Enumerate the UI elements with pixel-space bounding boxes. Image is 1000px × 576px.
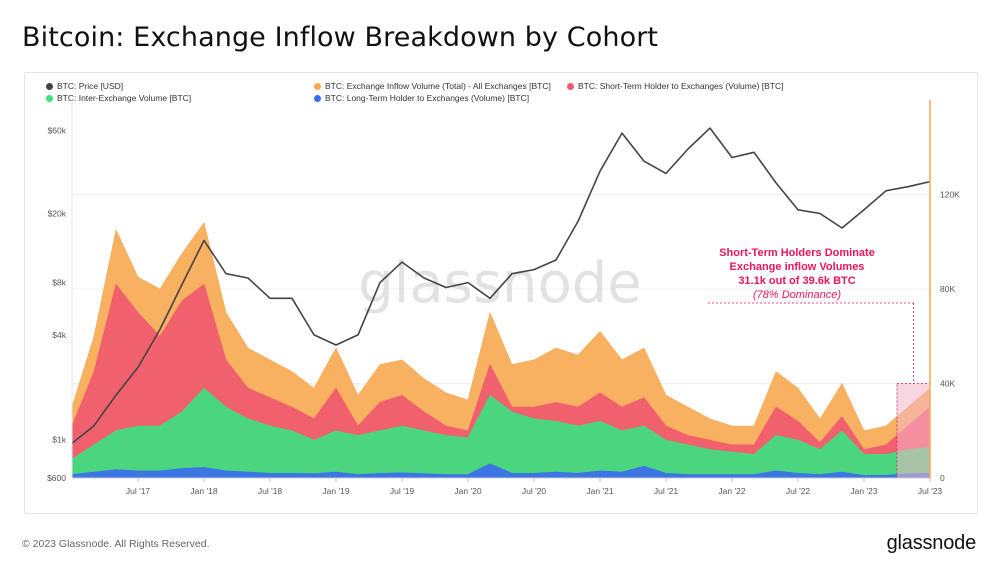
annotation-line-4: (78% Dominance) <box>753 289 841 301</box>
area-long-term-holder <box>71 463 931 479</box>
axis-layer: 0 40K 80K 120K $600 $1k $4k $8k $20k $60k Jul '17 J… <box>47 100 960 496</box>
legend-item-total[interactable]: BTC: Exchange Inflow Volume (Total) - Al… <box>314 81 551 91</box>
y-left-tick-label: $8k <box>52 278 66 288</box>
area-layer <box>71 222 931 479</box>
x-tick-label: Jul '19 <box>390 486 415 496</box>
area-inter-exchange <box>71 387 931 479</box>
price-layer <box>71 127 931 444</box>
copyright: © 2023 Glassnode. All Rights Reserved. <box>22 538 210 550</box>
x-tick-label: Jul '23 <box>918 486 943 496</box>
annotation-line-3: 31.1k out of 39.6k BTC <box>738 275 855 287</box>
x-tick-label: Jan '21 <box>586 486 613 496</box>
price-line <box>71 127 931 444</box>
annotation-line-2: Exchange inflow Volumes <box>730 261 865 273</box>
y-right-tick-label: 40K <box>940 379 955 389</box>
y-left-tick-label: $4k <box>52 330 66 340</box>
highlight-box <box>896 383 931 479</box>
legend-label-lth: BTC: Long-Term Holder to Exchanges (Volu… <box>325 93 530 103</box>
legend-item-inter[interactable]: BTC: Inter-Exchange Volume [BTC] <box>46 93 191 103</box>
legend-label-price: BTC: Price [USD] <box>57 81 124 91</box>
page-title: Bitcoin: Exchange Inflow Breakdown by Co… <box>22 22 659 53</box>
x-tick-label: Jul '22 <box>786 486 811 496</box>
x-tick-label: Jan '22 <box>718 486 745 496</box>
legend-dot-sth <box>567 82 574 90</box>
legend-dot-total <box>314 82 321 90</box>
x-tick-label: Jan '19 <box>322 486 349 496</box>
legend-label-inter: BTC: Inter-Exchange Volume [BTC] <box>57 93 192 103</box>
legend-label-total: BTC: Exchange Inflow Volume (Total) - Al… <box>325 81 551 91</box>
annotation-line-1: Short-Term Holders Dominate <box>719 247 875 259</box>
x-tick-label: Jul '17 <box>126 486 151 496</box>
x-tick-label: Jan '23 <box>850 486 877 496</box>
legend-label-sth: BTC: Short-Term Holder to Exchanges (Vol… <box>578 81 784 91</box>
glassnode-watermark: glassnode <box>358 251 642 316</box>
legend-item-lth[interactable]: BTC: Long-Term Holder to Exchanges (Volu… <box>314 93 529 103</box>
chart-legend: BTC: Price [USD] BTC: Exchange Inflow Vo… <box>34 81 964 111</box>
y-left-tick-label: $60k <box>48 126 67 136</box>
y-right-tick-label: 80K <box>940 284 955 294</box>
y-right-tick-label: 0 <box>940 473 945 483</box>
legend-item-price[interactable]: BTC: Price [USD] <box>46 81 123 91</box>
x-tick-label: Jul '18 <box>258 486 283 496</box>
y-left-tick-label: $600 <box>47 473 66 483</box>
x-tick-label: Jan '20 <box>454 486 481 496</box>
x-tick-label: Jul '20 <box>522 486 547 496</box>
legend-dot-lth <box>314 94 321 102</box>
x-tick-label: Jan '18 <box>190 486 217 496</box>
legend-item-sth[interactable]: BTC: Short-Term Holder to Exchanges (Vol… <box>567 81 784 91</box>
y-left-tick-label: $20k <box>48 208 67 218</box>
y-right-tick-label: 120K <box>940 190 960 200</box>
legend-dot-price <box>46 82 53 90</box>
x-tick-label: Jul '21 <box>654 486 679 496</box>
glassnode-logo: glassnode <box>886 532 977 554</box>
y-left-tick-label: $1k <box>52 434 66 444</box>
legend-dot-inter <box>46 94 53 102</box>
